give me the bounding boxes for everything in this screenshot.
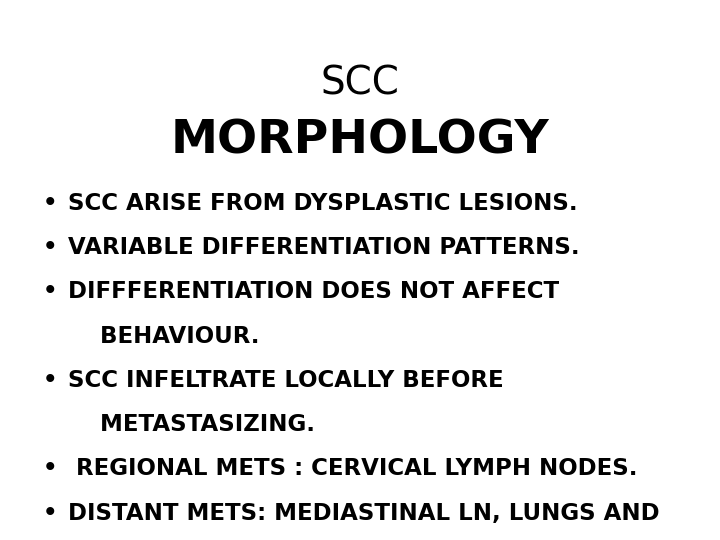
- Text: REGIONAL METS : CERVICAL LYMPH NODES.: REGIONAL METS : CERVICAL LYMPH NODES.: [68, 457, 638, 481]
- Text: VARIABLE DIFFERENTIATION PATTERNS.: VARIABLE DIFFERENTIATION PATTERNS.: [68, 236, 580, 259]
- Text: MORPHOLOGY: MORPHOLOGY: [171, 119, 549, 164]
- Text: SCC: SCC: [320, 65, 400, 103]
- Text: •: •: [43, 369, 58, 392]
- Text: SCC INFELTRATE LOCALLY BEFORE: SCC INFELTRATE LOCALLY BEFORE: [68, 369, 504, 392]
- Text: DISTANT METS: MEDIASTINAL LN, LUNGS AND: DISTANT METS: MEDIASTINAL LN, LUNGS AND: [68, 502, 660, 525]
- Text: METASTASIZING.: METASTASIZING.: [68, 413, 315, 436]
- Text: SCC ARISE FROM DYSPLASTIC LESIONS.: SCC ARISE FROM DYSPLASTIC LESIONS.: [68, 192, 578, 215]
- Text: •: •: [43, 502, 58, 525]
- Text: DIFFFERENTIATION DOES NOT AFFECT: DIFFFERENTIATION DOES NOT AFFECT: [68, 280, 559, 303]
- Text: •: •: [43, 280, 58, 303]
- Text: •: •: [43, 236, 58, 259]
- Text: •: •: [43, 192, 58, 215]
- Text: BEHAVIOUR.: BEHAVIOUR.: [68, 325, 260, 348]
- Text: •: •: [43, 457, 58, 481]
